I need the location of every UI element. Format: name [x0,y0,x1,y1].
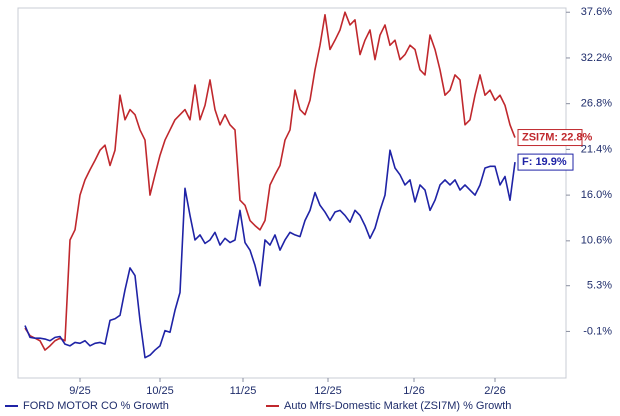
legend-label: FORD MOTOR CO % Growth [23,400,169,412]
y-tick-label: 5.3% [587,280,612,292]
end-label: F: 19.9% [522,156,567,168]
x-tick-label: 12/25 [314,385,342,397]
y-tick-label: 37.6% [581,6,612,18]
y-tick-label: 26.8% [581,98,612,110]
x-tick-label: 10/25 [146,385,174,397]
end-label: ZSI7M: 22.8% [522,131,593,143]
y-tick-label: 10.6% [581,235,612,247]
x-tick-label: 2/26 [484,385,505,397]
y-tick-label: -0.1% [583,325,612,337]
series-line [24,11,516,351]
y-tick-label: 16.0% [581,189,612,201]
x-tick-label: 11/25 [230,385,257,397]
y-tick-label: 21.4% [581,143,612,155]
plot-frame [17,7,567,379]
x-tick-label: 9/25 [69,385,90,397]
legend-label: Auto Mfrs-Domestic Market (ZSI7M) % Grow… [284,400,511,412]
x-tick-label: 1/26 [403,385,424,397]
end-label-box [517,129,583,147]
series-line [24,149,516,359]
end-label-box [517,153,574,171]
y-tick-label: 32.2% [581,52,612,64]
